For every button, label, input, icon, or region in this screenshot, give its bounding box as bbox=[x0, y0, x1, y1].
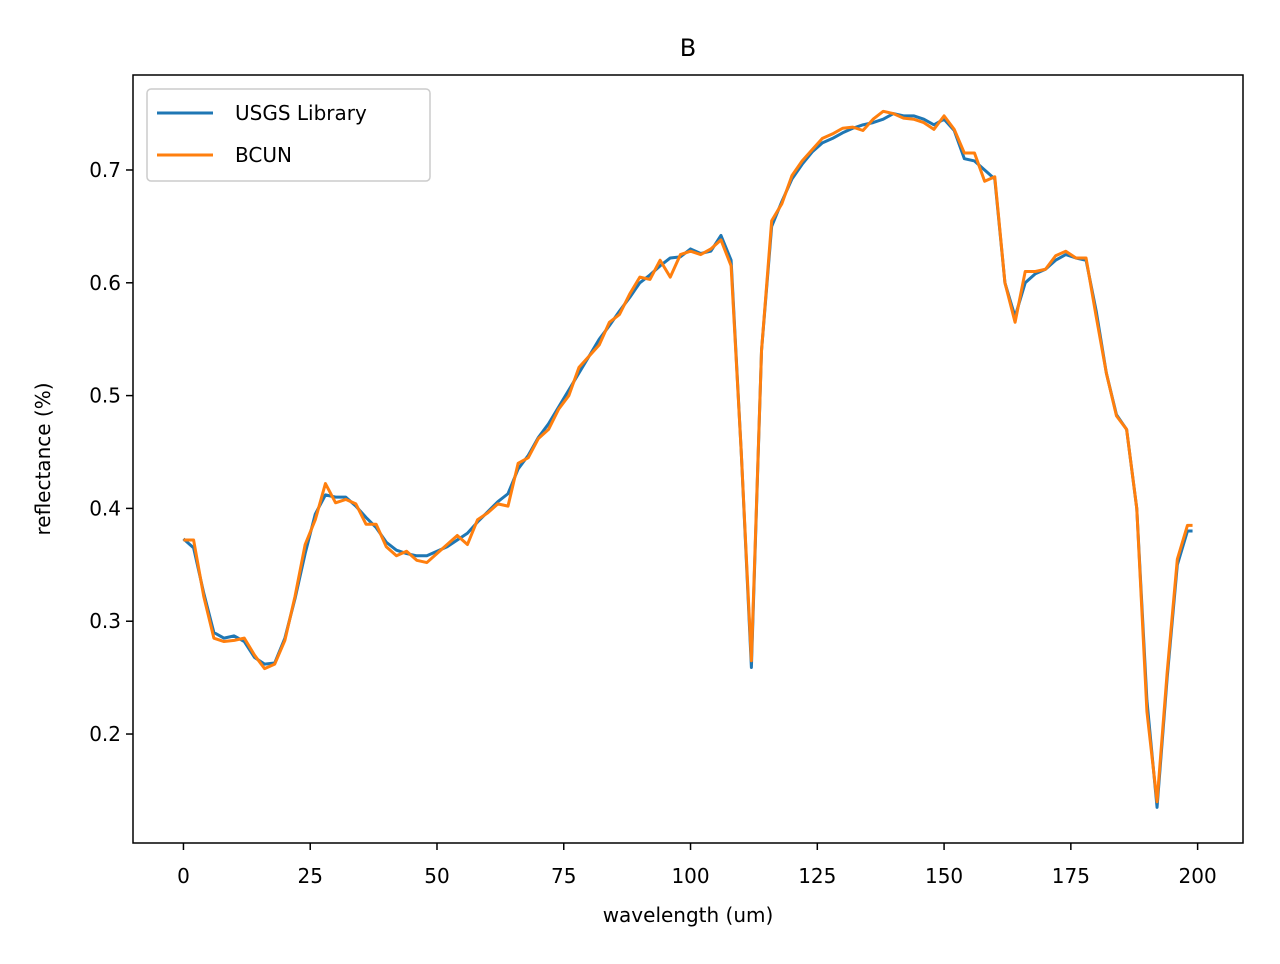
x-tick-label: 75 bbox=[551, 864, 576, 888]
y-tick-label: 0.5 bbox=[89, 384, 121, 408]
plot-frame bbox=[132, 74, 1244, 844]
y-tick-label: 0.7 bbox=[89, 158, 121, 182]
y-tick-label: 0.6 bbox=[89, 271, 121, 295]
x-tick-label: 175 bbox=[1052, 864, 1090, 888]
x-tick-label: 100 bbox=[671, 864, 709, 888]
x-tick-label: 200 bbox=[1179, 864, 1217, 888]
x-tick-label: 0 bbox=[177, 864, 190, 888]
data-line bbox=[182, 112, 1193, 809]
chart-title: B bbox=[680, 34, 696, 62]
x-tick-label: 25 bbox=[297, 864, 322, 888]
x-axis-label: wavelength (um) bbox=[603, 903, 774, 927]
x-tick-label: 50 bbox=[424, 864, 449, 888]
data-line bbox=[183, 109, 1193, 804]
y-axis-label: reflectance (%) bbox=[31, 382, 55, 535]
legend-label: USGS Library bbox=[235, 101, 367, 125]
y-tick-label: 0.3 bbox=[89, 609, 121, 633]
y-tick-label: 0.2 bbox=[89, 722, 121, 746]
legend-box bbox=[146, 88, 431, 182]
x-tick-label: 150 bbox=[925, 864, 963, 888]
y-tick-label: 0.4 bbox=[89, 496, 121, 520]
legend-label: BCUN bbox=[235, 143, 292, 167]
x-tick-label: 125 bbox=[798, 864, 836, 888]
